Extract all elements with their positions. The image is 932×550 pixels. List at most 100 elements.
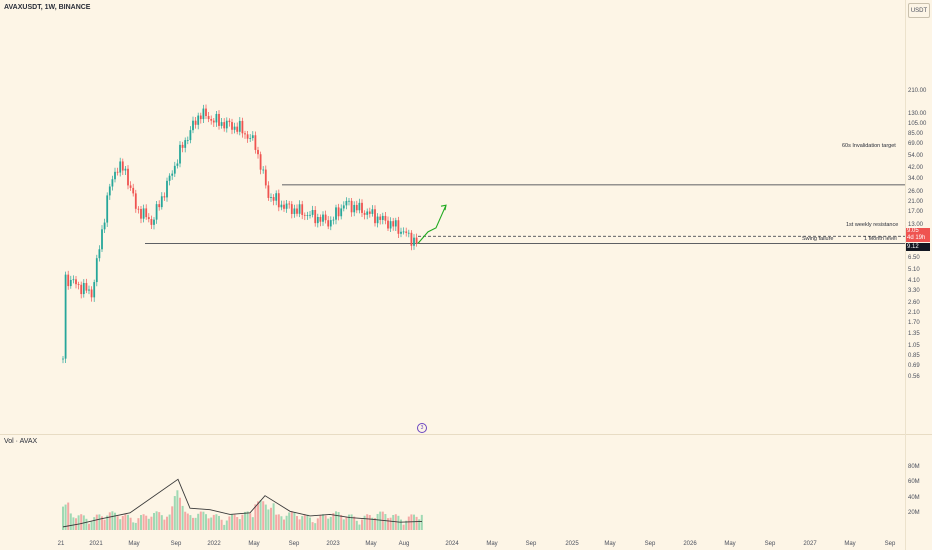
time-tick: 2022 — [207, 541, 221, 547]
volume-bar — [145, 515, 148, 530]
candle-body — [280, 204, 283, 208]
volume-bar — [153, 512, 155, 530]
volume-bar — [348, 514, 350, 530]
candle-body — [238, 120, 241, 132]
price-tick: 54.00 — [908, 153, 924, 160]
candle-body — [88, 289, 90, 291]
time-tick: May — [604, 541, 616, 547]
candle-body — [392, 221, 395, 227]
volume-bar — [90, 521, 93, 530]
candle-body — [379, 216, 382, 220]
price-tick: 6.50 — [908, 255, 920, 262]
candle-body — [327, 220, 330, 227]
volume-bar — [137, 518, 140, 530]
volume-chart[interactable] — [0, 436, 905, 536]
candle-body — [69, 279, 72, 287]
volume-bar — [62, 506, 64, 530]
candle-body — [241, 120, 244, 134]
price-tick: 17.00 — [908, 209, 924, 215]
price-tick: 1.05 — [908, 343, 920, 350]
volume-bar — [166, 516, 168, 530]
price-tick: 130.00 — [908, 110, 927, 117]
volume-bar — [420, 514, 423, 530]
volume-tick: 60M — [908, 479, 920, 486]
swing-failure-label: Swing failure — [802, 236, 834, 242]
weekly-resistance-label: 1st weekly resistance — [846, 222, 899, 228]
volume-label[interactable]: Vol · AVAX — [4, 438, 38, 445]
candle-body — [332, 219, 335, 221]
candle-body — [251, 135, 254, 139]
price-tick: 34.00 — [908, 175, 924, 182]
price-scale-border — [905, 0, 906, 550]
volume-bar — [335, 511, 337, 530]
candle-body — [249, 138, 252, 139]
candle-body — [62, 358, 64, 360]
price-tick: 1.35 — [908, 331, 920, 338]
candle-body — [124, 168, 127, 171]
volume-bar — [251, 517, 254, 530]
candle-body — [145, 208, 148, 218]
candle-body — [236, 126, 239, 132]
volume-bar — [379, 511, 382, 530]
volume-bar — [397, 515, 400, 530]
candle-body — [413, 237, 415, 246]
candle-body — [288, 203, 291, 205]
candle-body — [381, 215, 384, 220]
volume-bar — [103, 519, 106, 530]
event-marker-icon[interactable]: 3 — [417, 423, 427, 433]
candle-body — [80, 284, 83, 295]
volume-bar — [140, 515, 142, 530]
candle-body — [90, 289, 93, 298]
volume-bar — [121, 515, 124, 530]
candle-body — [205, 108, 207, 117]
chart-title: AVAXUSDT, 1W, BINANCE — [4, 4, 91, 11]
price-chart[interactable] — [0, 0, 905, 434]
volume-bar — [288, 512, 291, 530]
volume-bar — [93, 517, 96, 530]
volume-bar — [392, 515, 395, 530]
candle-body — [277, 193, 280, 208]
candle-body — [218, 113, 220, 126]
volume-bar — [366, 514, 369, 530]
volume-bar — [314, 523, 317, 530]
candle-body — [106, 195, 109, 223]
volume-bar — [376, 513, 379, 530]
volume-bar — [262, 501, 265, 530]
candle-body — [85, 282, 88, 291]
volume-bar — [324, 515, 327, 530]
candle-body — [262, 169, 265, 171]
price-tick: 5.10 — [908, 267, 920, 274]
volume-bar — [129, 517, 132, 530]
candle-body — [176, 163, 179, 166]
candle-body — [215, 113, 218, 123]
candle-body — [158, 204, 161, 208]
candle-body — [179, 144, 181, 164]
price-tick: 105.00 — [908, 121, 927, 128]
volume-bar — [184, 511, 187, 530]
candle-body — [119, 161, 122, 173]
candle-body — [345, 200, 348, 206]
price-tick: 21.00 — [908, 198, 924, 205]
volume-bar — [387, 518, 389, 530]
candle-body — [140, 208, 142, 219]
volume-bar — [181, 505, 184, 530]
volume-bar — [236, 517, 239, 530]
volume-bar — [124, 514, 127, 530]
candle-body — [259, 154, 262, 170]
pane-separator[interactable] — [0, 434, 932, 435]
volume-bar — [225, 520, 228, 530]
volume-bar — [257, 501, 259, 530]
candle-body — [329, 220, 332, 227]
volume-bar — [311, 522, 314, 530]
crosshair-price-badge: 9.12 — [906, 243, 930, 251]
volume-bar — [363, 515, 366, 530]
price-tick: 69.00 — [908, 141, 924, 148]
currency-button[interactable]: USDT — [908, 3, 930, 18]
volume-bar — [77, 515, 80, 530]
candle-body — [160, 196, 163, 208]
volume-bar — [168, 514, 171, 530]
candle-body — [257, 149, 259, 155]
price-tick: 0.56 — [908, 373, 920, 380]
volume-bar — [189, 515, 192, 530]
candle-body — [202, 108, 205, 120]
